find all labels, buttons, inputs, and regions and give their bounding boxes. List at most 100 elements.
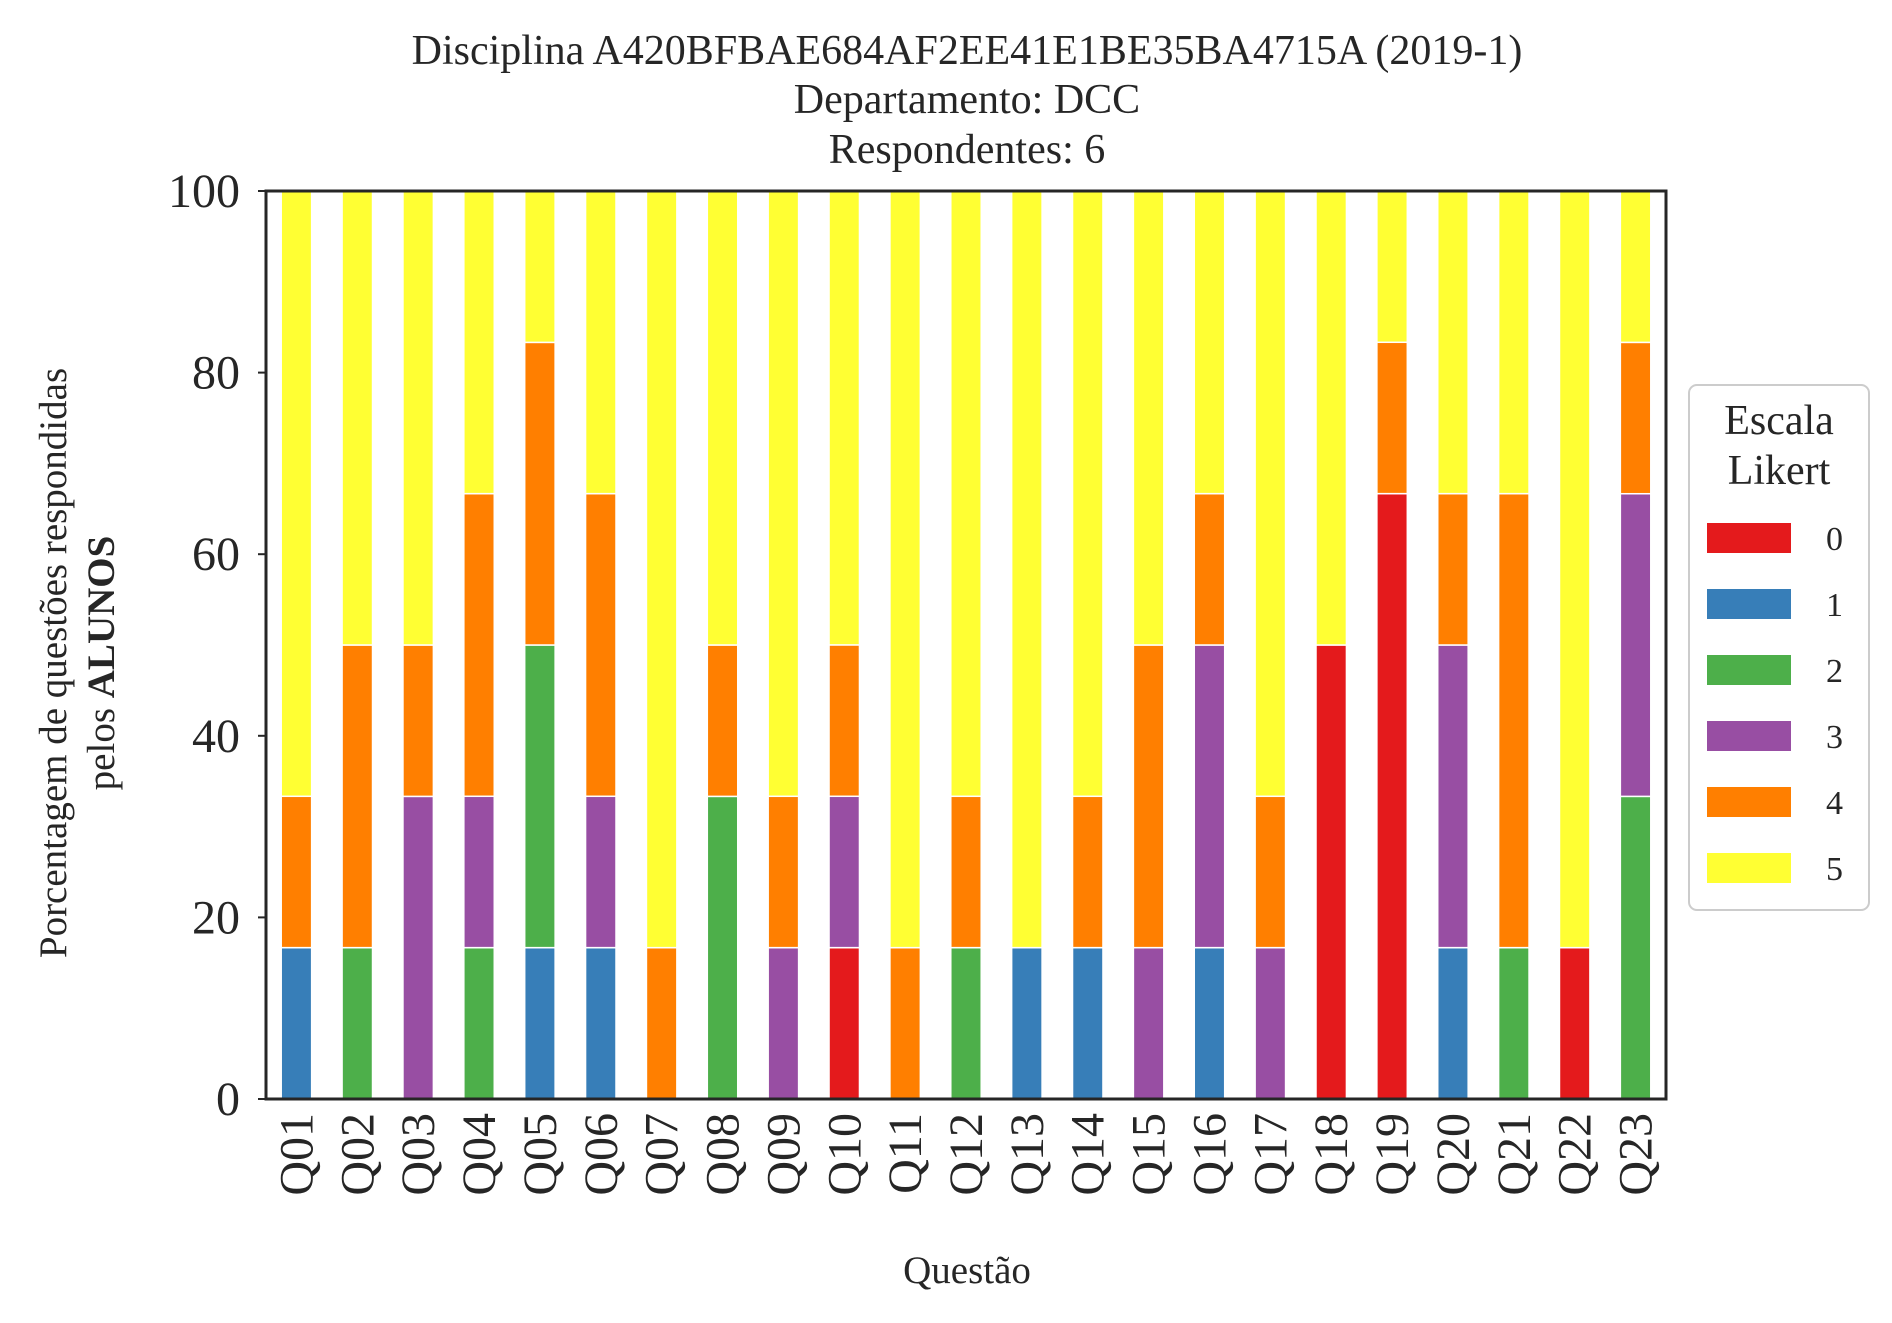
bar-segment-Q15-level-4 bbox=[1132, 644, 1165, 949]
bar-segment-Q21-level-2 bbox=[1497, 946, 1530, 1100]
legend-swatch-2 bbox=[1707, 655, 1791, 685]
bar-segment-Q15-level-5 bbox=[1132, 190, 1165, 646]
bars-layer bbox=[280, 190, 1652, 1100]
chart-title-line-1: Disciplina A420BFBAE684AF2EE41E1BE35BA47… bbox=[412, 28, 1523, 74]
legend-swatch-4 bbox=[1707, 787, 1791, 817]
x-tick-label-Q07: Q07 bbox=[636, 1113, 689, 1196]
bar-segment-Q18-level-5 bbox=[1315, 190, 1348, 646]
x-tick-label-Q13: Q13 bbox=[1001, 1113, 1054, 1196]
y-axis-label: Porcentagem de questões respondidas pelo… bbox=[32, 368, 123, 958]
bar-segment-Q08-level-4 bbox=[706, 644, 739, 798]
legend-swatch-0 bbox=[1707, 523, 1791, 553]
legend-label-4: 4 bbox=[1826, 785, 1843, 822]
bar-segment-Q11-level-5 bbox=[889, 190, 922, 949]
bar-segment-Q23-level-4 bbox=[1619, 341, 1652, 495]
legend-swatch-3 bbox=[1707, 721, 1791, 751]
bar-segment-Q08-level-5 bbox=[706, 190, 739, 646]
bar-segment-Q07-level-4 bbox=[645, 946, 678, 1100]
legend-label-0: 0 bbox=[1826, 521, 1843, 558]
bar-segment-Q19-level-0 bbox=[1376, 492, 1409, 1100]
bar-segment-Q16-level-4 bbox=[1193, 492, 1226, 646]
bar-segment-Q14-level-1 bbox=[1071, 946, 1104, 1100]
x-tick-label-Q12: Q12 bbox=[940, 1113, 993, 1196]
x-axis-label: Questão bbox=[903, 1249, 1031, 1292]
x-tick-label-Q18: Q18 bbox=[1305, 1113, 1358, 1196]
y-axis-label-line-2: pelos ALUNOS bbox=[80, 536, 123, 791]
legend-label-5: 5 bbox=[1826, 851, 1843, 888]
bar-segment-Q08-level-2 bbox=[706, 795, 739, 1100]
bar-segment-Q06-level-4 bbox=[584, 492, 617, 798]
bar-segment-Q16-level-3 bbox=[1193, 644, 1226, 949]
legend-items: 0 1 2 3 4 5 bbox=[1707, 521, 1843, 888]
x-tick-label-Q11: Q11 bbox=[879, 1113, 932, 1194]
bar-segment-Q21-level-5 bbox=[1497, 190, 1530, 495]
bar-segment-Q03-level-4 bbox=[402, 644, 435, 798]
bar-segment-Q10-level-4 bbox=[828, 644, 861, 798]
bar-segment-Q13-level-1 bbox=[1010, 946, 1043, 1100]
bar-segment-Q05-level-5 bbox=[523, 190, 556, 344]
bar-segment-Q04-level-3 bbox=[463, 795, 496, 949]
legend: Escala Likert 0 1 2 3 4 5 bbox=[1688, 384, 1870, 911]
legend-title-line-2: Likert bbox=[1728, 448, 1831, 494]
x-tick-label-Q10: Q10 bbox=[818, 1113, 871, 1196]
bar-segment-Q20-level-3 bbox=[1436, 644, 1469, 949]
x-tick-label-Q05: Q05 bbox=[514, 1113, 567, 1196]
bar-segment-Q12-level-2 bbox=[950, 946, 982, 1100]
bar-segment-Q22-level-5 bbox=[1558, 190, 1591, 949]
bar-segment-Q05-level-2 bbox=[523, 644, 556, 949]
x-tick-label-Q04: Q04 bbox=[453, 1113, 506, 1196]
bar-segment-Q06-level-1 bbox=[584, 946, 617, 1100]
bar-segment-Q12-level-5 bbox=[950, 190, 982, 798]
bar-segment-Q09-level-4 bbox=[767, 795, 800, 949]
legend-title-line-1: Escala bbox=[1724, 398, 1834, 444]
bar-segment-Q22-level-0 bbox=[1558, 946, 1591, 1100]
bar-segment-Q12-level-4 bbox=[950, 795, 982, 949]
y-tick-label-80: 80 bbox=[192, 347, 240, 400]
x-tick-label-Q20: Q20 bbox=[1427, 1113, 1480, 1196]
bar-segment-Q02-level-4 bbox=[341, 644, 374, 949]
bar-segment-Q19-level-5 bbox=[1376, 190, 1409, 344]
bar-segment-Q16-level-5 bbox=[1193, 190, 1226, 495]
y-axis-label-line-1: Porcentagem de questões respondidas bbox=[32, 368, 75, 958]
bar-segment-Q04-level-4 bbox=[463, 492, 496, 798]
bar-segment-Q06-level-3 bbox=[584, 795, 617, 949]
bar-segment-Q20-level-1 bbox=[1436, 946, 1469, 1100]
y-tick-label-60: 60 bbox=[192, 528, 240, 581]
x-tick-label-Q06: Q06 bbox=[575, 1113, 628, 1196]
legend-swatch-5 bbox=[1707, 853, 1791, 883]
x-tick-label-Q01: Q01 bbox=[270, 1113, 323, 1196]
bar-segment-Q05-level-4 bbox=[523, 341, 556, 646]
bar-segment-Q10-level-3 bbox=[828, 795, 861, 949]
y-axis-label-bold: ALUNOS bbox=[80, 536, 123, 699]
y-tick-label-0: 0 bbox=[216, 1073, 240, 1126]
bar-segment-Q23-level-3 bbox=[1619, 492, 1652, 798]
bar-segment-Q06-level-5 bbox=[584, 190, 617, 495]
y-ticks: 0 20 40 60 80 100 bbox=[168, 165, 266, 1126]
x-tick-label-Q15: Q15 bbox=[1123, 1113, 1176, 1196]
bar-segment-Q23-level-2 bbox=[1619, 795, 1652, 1100]
chart-title-line-2: Departamento: DCC bbox=[794, 77, 1140, 123]
bar-segment-Q21-level-4 bbox=[1497, 492, 1530, 949]
x-tick-label-Q19: Q19 bbox=[1366, 1113, 1419, 1196]
bar-segment-Q02-level-5 bbox=[341, 190, 374, 646]
bar-segment-Q17-level-3 bbox=[1254, 946, 1287, 1100]
bar-segment-Q18-level-0 bbox=[1315, 644, 1348, 1100]
bar-segment-Q01-level-4 bbox=[280, 795, 313, 949]
y-tick-label-100: 100 bbox=[168, 165, 240, 218]
bar-segment-Q16-level-1 bbox=[1193, 946, 1226, 1100]
bar-segment-Q01-level-1 bbox=[280, 946, 313, 1100]
x-tick-label-Q02: Q02 bbox=[331, 1113, 384, 1196]
x-tick-label-Q22: Q22 bbox=[1549, 1113, 1602, 1196]
bar-segment-Q04-level-5 bbox=[463, 190, 496, 495]
bar-segment-Q19-level-4 bbox=[1376, 341, 1409, 495]
x-tick-label-Q21: Q21 bbox=[1488, 1113, 1541, 1196]
y-axis-label-prefix: pelos bbox=[80, 698, 123, 790]
y-tick-label-40: 40 bbox=[192, 710, 240, 763]
bar-segment-Q20-level-5 bbox=[1436, 190, 1469, 495]
bar-segment-Q10-level-5 bbox=[828, 190, 861, 646]
x-tick-label-Q16: Q16 bbox=[1183, 1113, 1236, 1196]
bar-segment-Q05-level-1 bbox=[523, 946, 556, 1100]
bar-segment-Q09-level-5 bbox=[767, 190, 800, 798]
legend-box bbox=[1688, 384, 1870, 911]
